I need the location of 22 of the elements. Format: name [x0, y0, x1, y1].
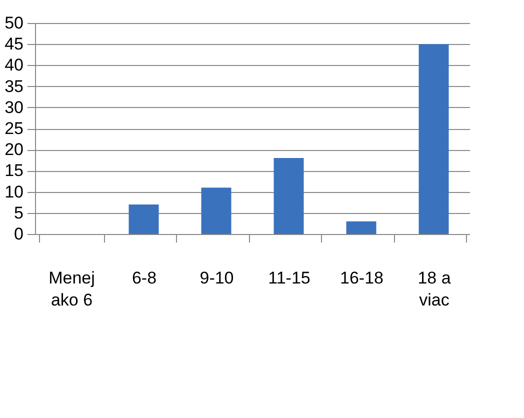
y-tick-label: 10 — [4, 182, 24, 202]
bar — [418, 44, 449, 234]
y-tick-label: 45 — [4, 34, 24, 54]
bar — [346, 221, 376, 234]
y-tick-label: 35 — [4, 76, 24, 96]
x-tick-label: 18 a viac — [418, 268, 452, 310]
x-tick-label: Menej ako 6 — [48, 268, 95, 310]
y-tick-label: 0 — [14, 224, 24, 244]
y-tick-label: 15 — [4, 161, 24, 180]
y-tick-label: 20 — [4, 140, 24, 160]
bar — [274, 158, 304, 234]
y-tick-label: 25 — [4, 119, 24, 138]
bar — [201, 188, 232, 234]
bar — [128, 204, 159, 234]
y-tick-label: 30 — [4, 98, 24, 117]
x-tick-label: 11-15 — [268, 268, 310, 288]
y-tick-label: 50 — [4, 14, 24, 32]
y-tick-label: 5 — [14, 203, 24, 222]
x-tick-label: 16-18 — [340, 268, 384, 288]
x-tick-label: 6-8 — [132, 268, 157, 288]
y-tick-label: 40 — [4, 56, 24, 75]
x-tick-label: 9-10 — [200, 268, 234, 288]
